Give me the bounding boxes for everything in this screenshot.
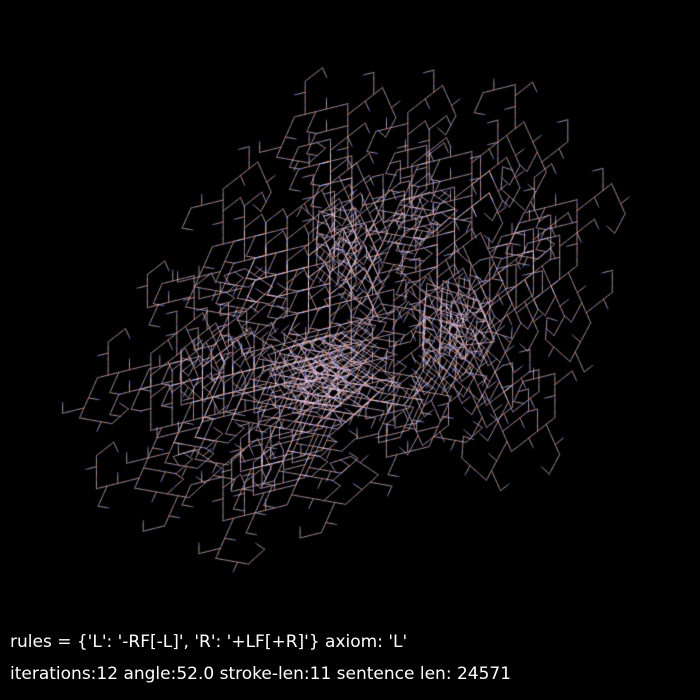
stats-caption: iterations:12 angle:52.0 stroke-len:11 s… bbox=[10, 664, 512, 684]
rules-caption: rules = {'L': '-RF[-L]', 'R': '+LF[+R]'}… bbox=[10, 632, 408, 652]
